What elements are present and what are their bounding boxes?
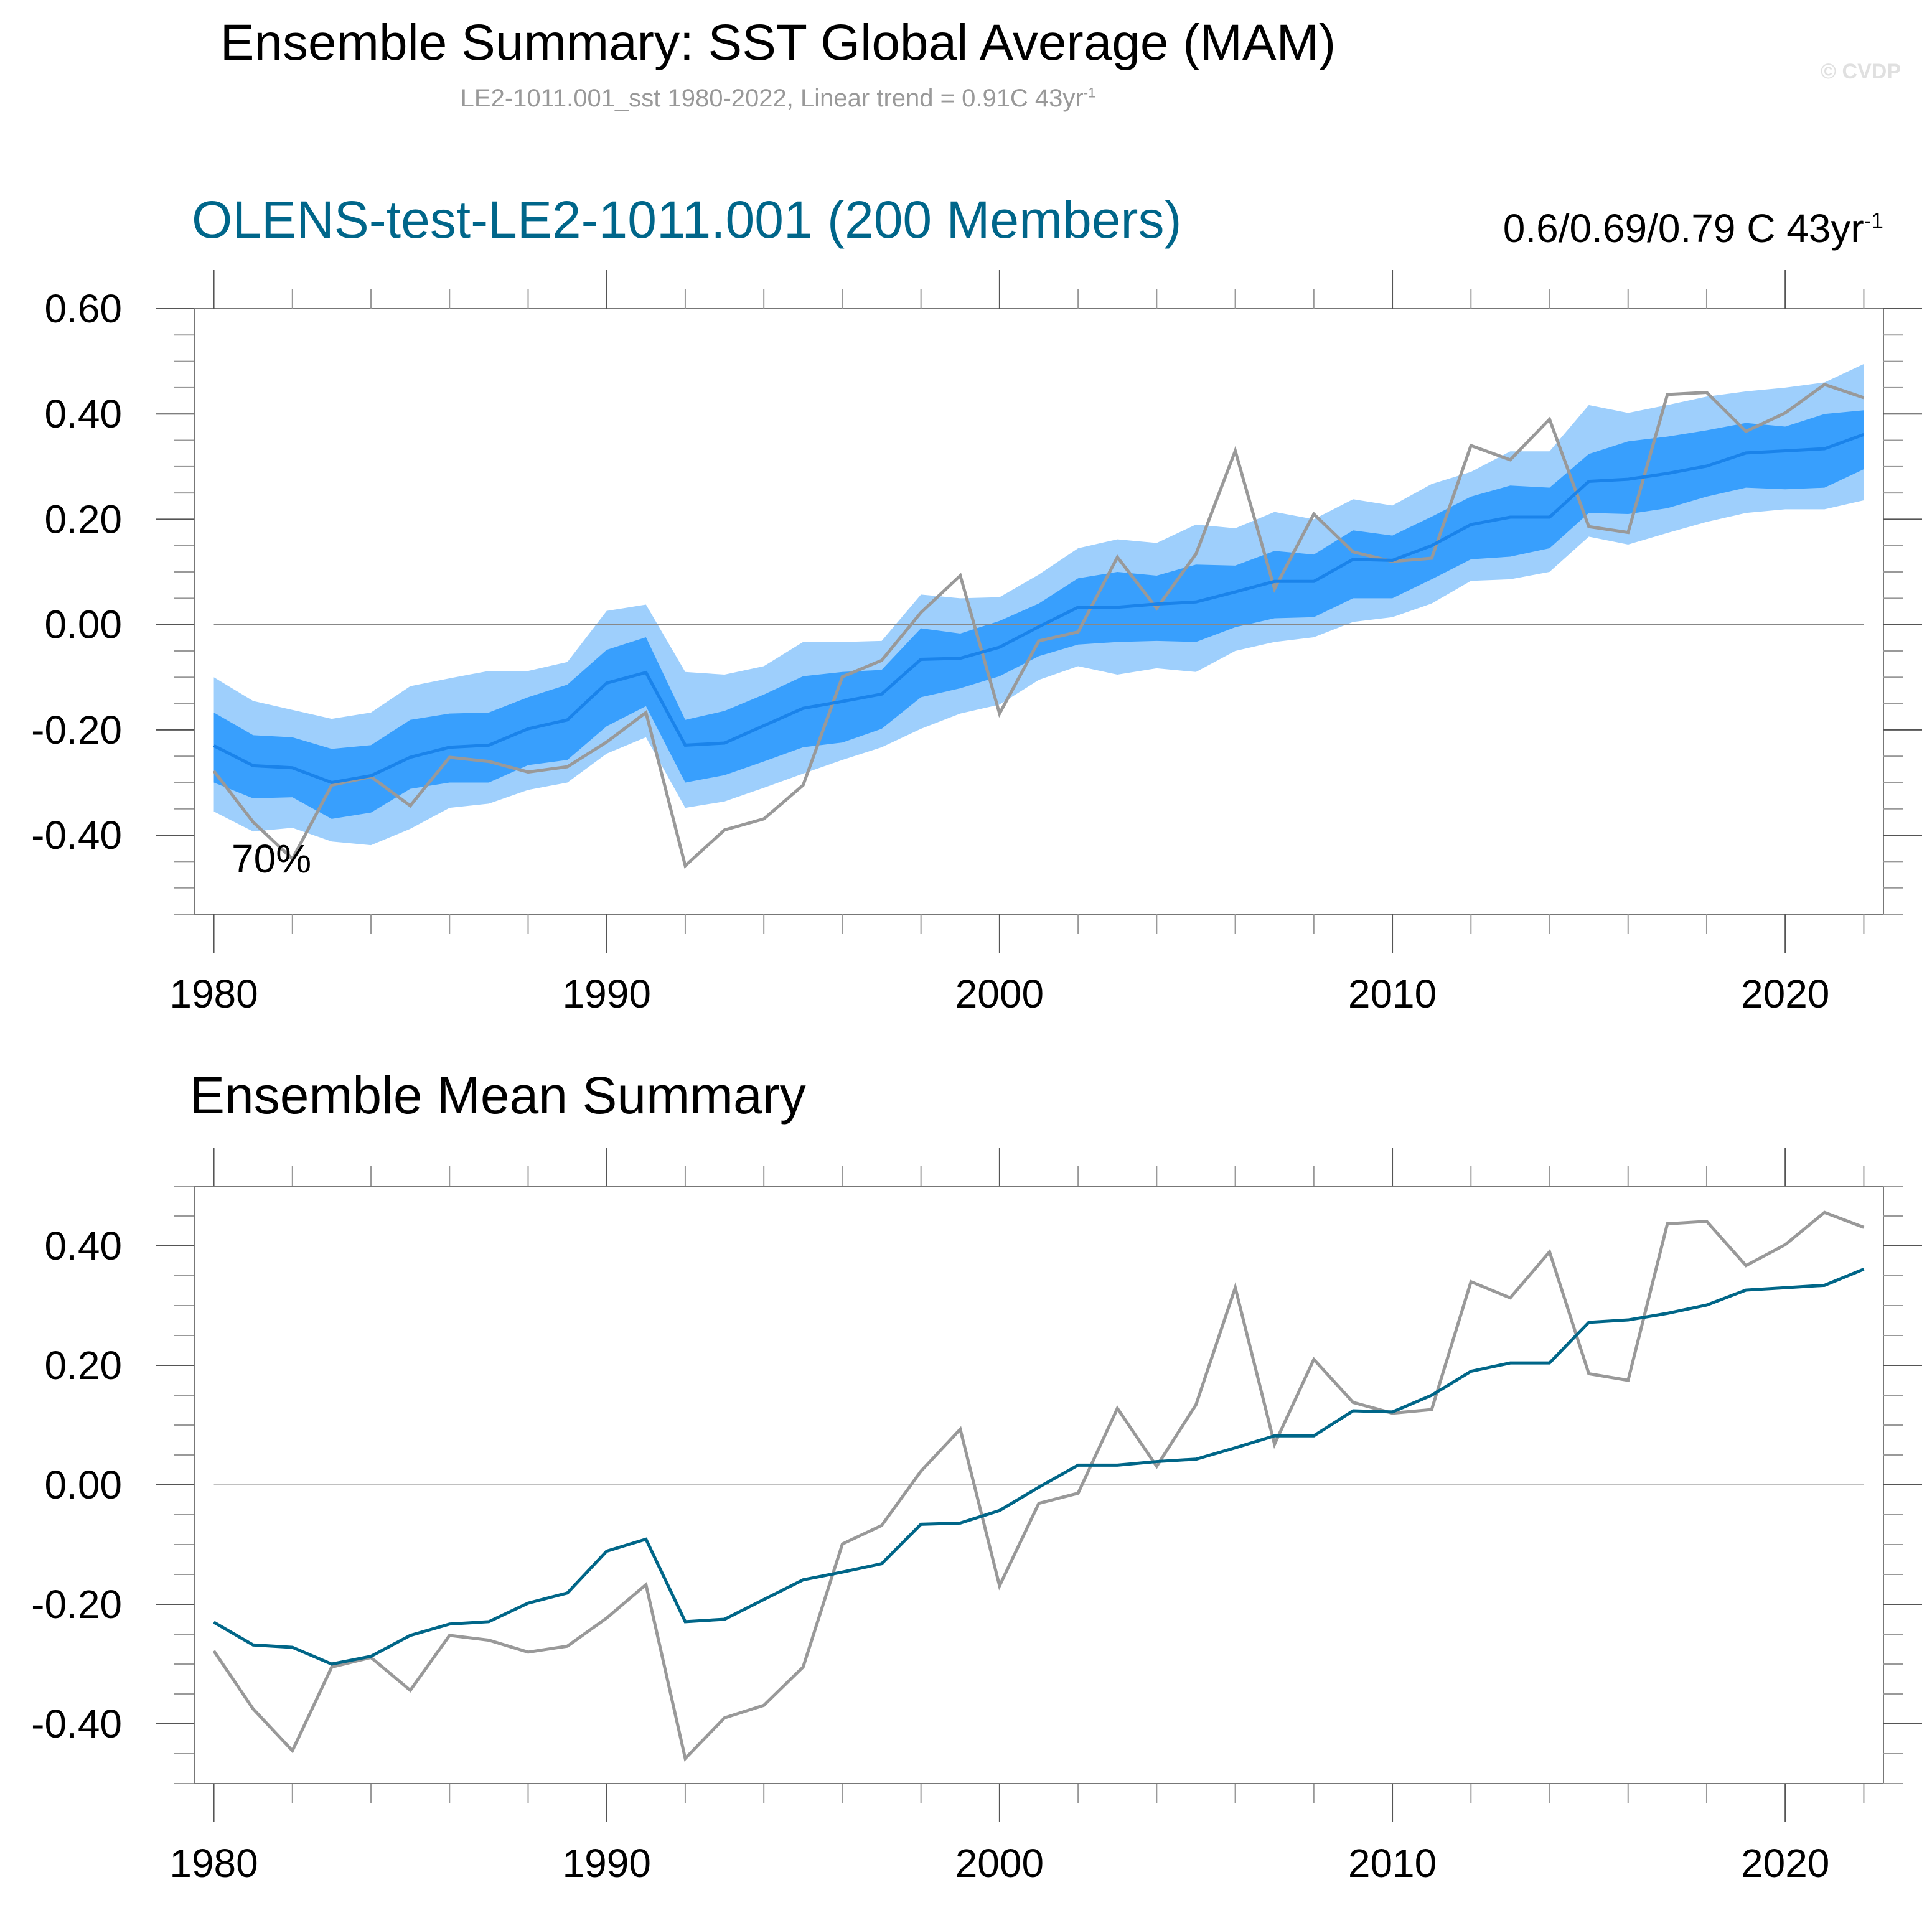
observed-line (212, 1210, 1865, 1762)
y-tick-label: 0.60 (44, 286, 122, 331)
plot-frame (194, 308, 1884, 915)
y-tick-label: -0.20 (31, 1582, 122, 1627)
trend-range-exponent: -1 (1864, 208, 1883, 233)
y-tick-label: 0.00 (44, 1462, 122, 1507)
x-tick-label: 1990 (563, 971, 651, 1016)
ensemble-mean-panel: -0.40 -0.20 0.00 0.20 0.40 1980 1990 2000 2010 20… (31, 1148, 1922, 1886)
x-tick-label: 1990 (563, 1841, 651, 1886)
x-tick-label: 2020 (1741, 971, 1829, 1016)
inner-spread-band (213, 410, 1864, 819)
subtitle-text: LE2-1011.001_sst 1980-2022, Linear trend… (460, 85, 1084, 112)
y-tick-label: 0.20 (44, 497, 122, 541)
y-tick-label: 0.00 (44, 602, 122, 647)
trend-range-label: 0.6/0.69/0.79 C 43yr-1 (1503, 205, 1883, 251)
x-tick-label: 2010 (1348, 971, 1437, 1016)
y-tick-label: -0.40 (31, 1701, 122, 1746)
y-tick-label: 0.40 (44, 391, 122, 436)
panel1-title: OLENS-test-LE2-1011.001 (200 Members) (192, 190, 1182, 249)
y-tick-label: 0.20 (44, 1343, 122, 1388)
x-tick-label: 1980 (169, 1841, 258, 1886)
main-title: Ensemble Summary: SST Global Average (MA… (220, 14, 1336, 71)
ensemble-mean-line (213, 1268, 1865, 1666)
ensemble-spread-panel: -0.40 -0.20 0.00 0.20 0.40 0.60 1980 1990 2000 20… (31, 270, 1922, 1016)
y-tick-label: 0.40 (44, 1223, 122, 1268)
x-tick-label: 2020 (1741, 1841, 1829, 1886)
observed-line (212, 383, 1865, 869)
x-tick-label: 2000 (955, 1841, 1044, 1886)
cvdp-watermark: © CVDP (1821, 60, 1901, 83)
trend-range-text: 0.6/0.69/0.79 C 43yr (1503, 206, 1864, 251)
y-tick-label: -0.40 (31, 813, 122, 858)
x-tick-label: 1980 (169, 971, 258, 1016)
x-tick-label: 2000 (955, 971, 1044, 1016)
ensemble-mean-line (213, 433, 1865, 785)
y-tick-label: -0.20 (31, 708, 122, 752)
subtitle: LE2-1011.001_sst 1980-2022, Linear trend… (0, 85, 1556, 113)
panel2-title: Ensemble Mean Summary (190, 1066, 806, 1125)
percentile-annotation: 70% (232, 836, 311, 881)
x-tick-label: 2010 (1348, 1841, 1437, 1886)
subtitle-exponent: -1 (1083, 85, 1096, 101)
